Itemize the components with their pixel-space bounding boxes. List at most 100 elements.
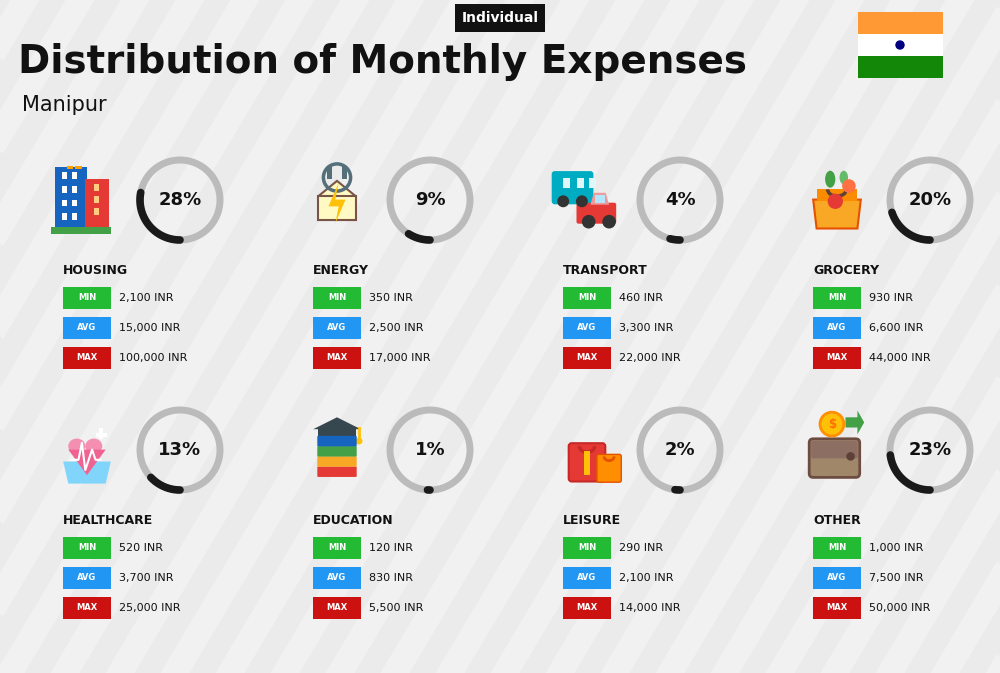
Text: 17,000 INR: 17,000 INR	[369, 353, 430, 363]
Bar	[99, 427, 103, 439]
Polygon shape	[813, 200, 861, 229]
Bar	[96, 433, 107, 437]
Text: MIN: MIN	[578, 293, 596, 302]
Bar	[51, 227, 111, 234]
Text: MAX: MAX	[576, 353, 598, 363]
Text: 350 INR: 350 INR	[369, 293, 413, 303]
Text: 930 INR: 930 INR	[869, 293, 913, 303]
Text: AVG: AVG	[577, 324, 597, 332]
Text: OTHER: OTHER	[813, 513, 861, 526]
Text: HEALTHCARE: HEALTHCARE	[63, 513, 153, 526]
Bar	[63, 317, 111, 339]
Ellipse shape	[825, 171, 835, 188]
Polygon shape	[313, 417, 361, 429]
Circle shape	[828, 194, 843, 209]
Text: AVG: AVG	[827, 573, 847, 583]
Text: MIN: MIN	[828, 293, 846, 302]
Text: LEISURE: LEISURE	[563, 513, 621, 526]
Text: HOUSING: HOUSING	[63, 264, 128, 277]
Polygon shape	[63, 462, 111, 484]
Bar	[563, 537, 611, 559]
Text: 25,000 INR: 25,000 INR	[119, 603, 180, 613]
Text: MAX: MAX	[76, 604, 98, 612]
Bar	[94, 208, 99, 215]
Bar	[813, 347, 861, 369]
Text: 4%: 4%	[665, 191, 695, 209]
Text: MAX: MAX	[76, 353, 98, 363]
Text: 9%: 9%	[415, 191, 445, 209]
Text: MIN: MIN	[78, 544, 96, 553]
Text: AVG: AVG	[77, 324, 97, 332]
Text: 520 INR: 520 INR	[119, 543, 163, 553]
Text: MIN: MIN	[78, 293, 96, 302]
Bar	[577, 178, 584, 188]
Bar	[813, 597, 861, 619]
Bar	[813, 537, 861, 559]
Bar	[589, 178, 596, 188]
Bar	[62, 186, 67, 192]
Bar	[858, 56, 942, 78]
Text: 1%: 1%	[415, 441, 445, 459]
Bar	[318, 197, 356, 220]
Text: 15,000 INR: 15,000 INR	[119, 323, 180, 333]
Text: 120 INR: 120 INR	[369, 543, 413, 553]
FancyBboxPatch shape	[317, 456, 357, 467]
Bar	[327, 166, 332, 179]
Polygon shape	[328, 182, 346, 223]
Bar	[72, 213, 77, 220]
Text: 290 INR: 290 INR	[619, 543, 663, 553]
Text: MIN: MIN	[578, 544, 596, 553]
Circle shape	[820, 412, 844, 436]
Text: 20%: 20%	[908, 191, 952, 209]
Bar	[63, 537, 111, 559]
Text: MIN: MIN	[328, 544, 346, 553]
Bar	[813, 287, 861, 309]
Bar	[75, 166, 82, 169]
FancyBboxPatch shape	[552, 171, 593, 205]
Text: Manipur: Manipur	[22, 95, 107, 115]
Text: AVG: AVG	[327, 573, 347, 583]
FancyBboxPatch shape	[569, 444, 605, 481]
Text: 1,000 INR: 1,000 INR	[869, 543, 923, 553]
Bar	[72, 172, 77, 179]
Text: 23%: 23%	[908, 441, 952, 459]
Bar	[858, 34, 942, 56]
Text: 2,100 INR: 2,100 INR	[119, 293, 174, 303]
Text: 3,300 INR: 3,300 INR	[619, 323, 673, 333]
Bar	[313, 597, 361, 619]
Text: AVG: AVG	[577, 573, 597, 583]
Text: $: $	[828, 418, 836, 431]
Ellipse shape	[85, 439, 102, 454]
Bar	[55, 168, 87, 227]
Bar	[563, 567, 611, 589]
Text: 830 INR: 830 INR	[369, 573, 413, 583]
Circle shape	[582, 215, 596, 229]
Ellipse shape	[840, 171, 848, 184]
Bar	[318, 429, 356, 436]
Text: 6,600 INR: 6,600 INR	[869, 323, 923, 333]
Bar	[858, 12, 942, 34]
Bar	[584, 452, 590, 475]
Bar	[94, 197, 99, 203]
Text: 5,500 INR: 5,500 INR	[369, 603, 423, 613]
Bar	[63, 567, 111, 589]
Circle shape	[602, 215, 616, 229]
Text: EDUCATION: EDUCATION	[313, 513, 394, 526]
Text: AVG: AVG	[827, 324, 847, 332]
Circle shape	[842, 179, 856, 192]
Text: GROCERY: GROCERY	[813, 264, 879, 277]
Bar	[85, 179, 109, 227]
FancyBboxPatch shape	[576, 203, 616, 223]
Circle shape	[576, 195, 588, 207]
Text: MAX: MAX	[826, 353, 848, 363]
Polygon shape	[318, 181, 356, 220]
Text: MAX: MAX	[826, 604, 848, 612]
Text: TRANSPORT: TRANSPORT	[563, 264, 648, 277]
Text: 2,500 INR: 2,500 INR	[369, 323, 424, 333]
Text: 7,500 INR: 7,500 INR	[869, 573, 924, 583]
Text: AVG: AVG	[77, 573, 97, 583]
Text: 3,700 INR: 3,700 INR	[119, 573, 174, 583]
Polygon shape	[68, 450, 106, 475]
Bar	[563, 347, 611, 369]
FancyBboxPatch shape	[597, 454, 621, 482]
